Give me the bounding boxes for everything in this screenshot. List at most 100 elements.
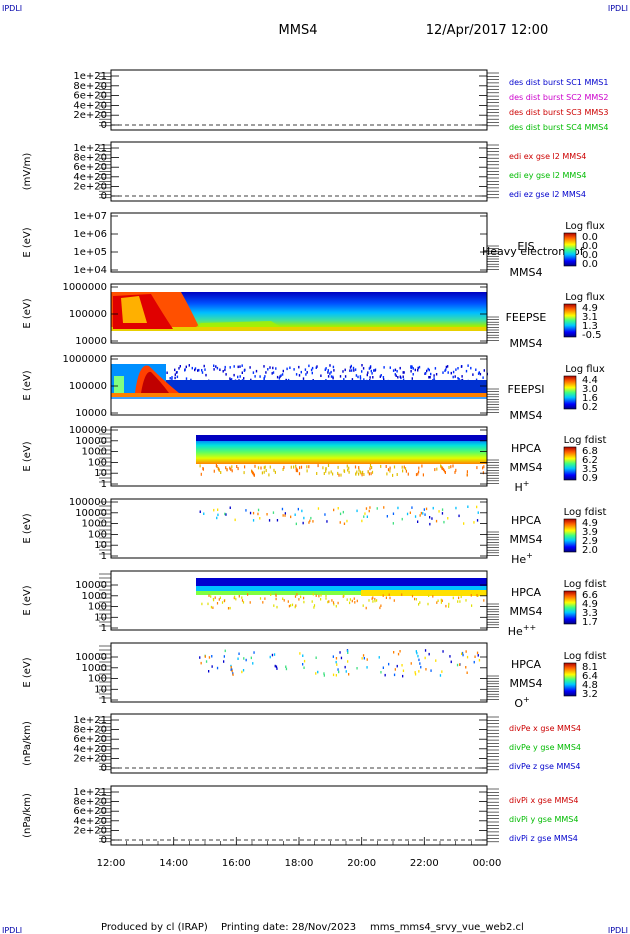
scatter-pixel — [406, 512, 409, 516]
scatter-pixel — [249, 601, 251, 604]
scatter-pixel — [371, 372, 373, 375]
scatter-pixel — [335, 605, 337, 608]
scatter-pixel — [412, 373, 414, 376]
legend-entry: des dist burst SC1 MMS1 — [509, 78, 608, 87]
scatter-pixel — [476, 505, 478, 509]
scatter-pixel — [347, 651, 349, 654]
scatter-pixel — [266, 513, 268, 516]
scatter-pixel — [455, 506, 457, 510]
scatter-pixel — [457, 367, 459, 370]
panel-frame — [110, 426, 488, 487]
scatter-pixel — [409, 511, 411, 514]
y-tick-label: 0 — [101, 763, 107, 774]
scatter-pixel — [418, 658, 420, 662]
scatter-pixel — [458, 514, 460, 518]
scatter-pixel — [448, 605, 450, 608]
y-tick-label: 1000000 — [62, 282, 107, 293]
scatter-pixel — [350, 364, 352, 368]
instrument-label: HPCA — [511, 658, 542, 671]
scatter-pixel — [443, 469, 446, 473]
y-tick-label: 10000 — [75, 336, 107, 347]
scatter-pixel — [332, 365, 335, 369]
scatter-pixel — [275, 593, 277, 597]
scatter-pixel — [380, 671, 382, 674]
green-strip — [196, 321, 281, 327]
scatter-pixel — [403, 371, 405, 374]
scatter-pixel — [268, 519, 271, 522]
scatter-pixel — [343, 522, 346, 525]
scatter-pixel — [328, 471, 330, 475]
scatter-pixel — [471, 604, 473, 607]
scatter-pixel — [333, 369, 335, 372]
scatter-pixel — [370, 369, 372, 373]
scatter-pixel — [396, 370, 398, 373]
species-charge: + — [523, 695, 530, 704]
scatter-pixel — [452, 375, 454, 379]
colorbar — [563, 446, 577, 481]
y-axis-label: E (eV) — [22, 657, 33, 687]
scatter-pixel — [238, 652, 240, 655]
panel-frame — [110, 570, 488, 631]
scatter-pixel — [392, 473, 394, 477]
colorbar-tick-label: 6.4 — [582, 671, 598, 682]
scatter-pixel — [274, 470, 276, 474]
scatter-pixel — [466, 655, 469, 659]
scatter-pixel — [224, 512, 226, 516]
colorbar-tick-label: 3.5 — [582, 464, 598, 475]
scatter-pixel — [416, 651, 418, 655]
scatter-pixel — [418, 603, 420, 606]
scatter-pixel — [335, 657, 338, 660]
scatter-pixel — [216, 602, 219, 605]
scatter-pixel — [219, 596, 221, 599]
scatter-pixel — [198, 368, 200, 372]
scatter-pixel — [460, 365, 463, 368]
legend-entry: des dist burst SC2 MMS2 — [509, 93, 608, 102]
species-charge: ++ — [523, 623, 536, 632]
scatter-pixel — [207, 602, 209, 606]
scatter-pixel — [411, 377, 413, 380]
scatter-pixel — [237, 375, 239, 379]
scatter-pixel — [203, 512, 205, 515]
scatter-pixel — [264, 597, 266, 600]
colorbar-title: Log fdist — [564, 507, 607, 518]
scatter-pixel — [467, 364, 469, 367]
scatter-pixel — [386, 472, 388, 476]
scatter-pixel — [250, 378, 252, 382]
colorbar-tick-label: 3.9 — [582, 527, 598, 538]
scatter-pixel — [308, 465, 310, 469]
scatter-pixel — [465, 666, 467, 669]
panel-div-pi: divPi x gse MMS4 divPi y gse MMS4 divPi z … — [22, 785, 578, 846]
scatter-pixel — [393, 465, 396, 469]
panel-frame — [110, 498, 488, 559]
scatter-pixel — [317, 464, 319, 468]
scatter-pixel — [339, 512, 342, 516]
scatter-pixel — [303, 659, 306, 663]
scatter-pixel — [257, 508, 260, 512]
legend-entry: edi ez gse l2 MMS4 — [509, 190, 586, 199]
scatter-pixel — [315, 656, 317, 659]
scatter-pixel — [302, 663, 304, 666]
scatter-pixel — [225, 466, 227, 470]
x-tick-label: 18:00 — [285, 858, 314, 869]
scatter-pixel — [257, 512, 259, 516]
top-band — [196, 578, 487, 586]
scatter-pixel — [225, 373, 227, 376]
colorbar-tick-label: 0.0 — [582, 232, 598, 243]
scatter-pixel — [397, 506, 399, 510]
scatter-pixel — [273, 604, 275, 607]
scatter-pixel — [397, 376, 399, 379]
panel-frame — [110, 69, 488, 131]
scatter-pixel — [462, 653, 464, 657]
scatter-pixel — [344, 375, 347, 378]
scatter-pixel — [429, 376, 431, 379]
legend-entry: divPi y gse MMS4 — [509, 815, 578, 824]
y-axis-label: (nPa/km) — [22, 721, 33, 766]
scatter-pixel — [269, 465, 271, 469]
scatter-pixel — [402, 378, 405, 381]
scatter-pixel — [322, 466, 324, 470]
scatter-pixel — [465, 650, 467, 653]
scatter-pixel — [244, 465, 246, 469]
scatter-pixel — [422, 512, 424, 515]
scatter-pixel — [483, 369, 485, 372]
